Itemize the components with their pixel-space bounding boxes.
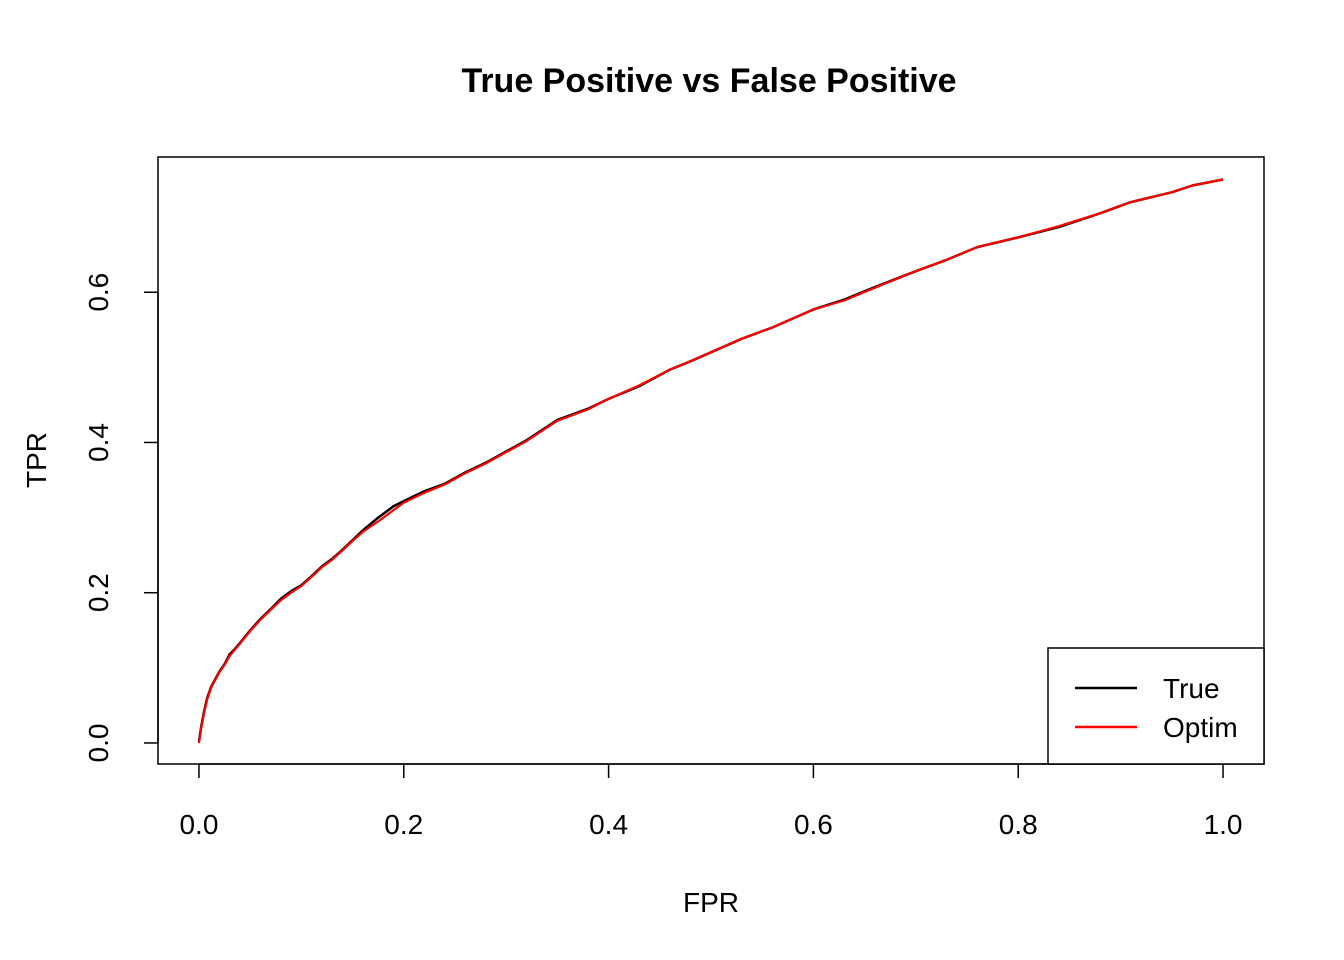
y-tick-label: 0.0 (83, 724, 114, 763)
x-tick-label: 1.0 (1204, 809, 1243, 840)
legend-label-true: True (1163, 673, 1220, 704)
x-tick-label: 0.0 (179, 809, 218, 840)
legend-box (1047, 647, 1265, 765)
chart-title: True Positive vs False Positive (461, 62, 956, 100)
x-tick-label: 0.6 (794, 809, 833, 840)
y-tick-label: 0.6 (83, 273, 114, 312)
y-tick-label: 0.4 (83, 423, 114, 462)
series-layer (197, 178, 1224, 744)
x-tick-label: 0.4 (589, 809, 628, 840)
legend: True Optim (1047, 647, 1265, 765)
x-tick-label: 0.8 (999, 809, 1038, 840)
series-line-optim (197, 178, 1224, 744)
y-axis: 0.0 0.2 0.4 0.6 (83, 273, 159, 763)
x-axis: 0.0 0.2 0.4 0.6 0.8 1.0 (179, 763, 1243, 840)
x-axis-label: FPR (683, 887, 739, 918)
y-tick-label: 0.2 (83, 573, 114, 612)
legend-label-optim: Optim (1163, 712, 1238, 743)
y-axis-label: TPR (21, 432, 52, 488)
x-tick-label: 0.2 (384, 809, 423, 840)
